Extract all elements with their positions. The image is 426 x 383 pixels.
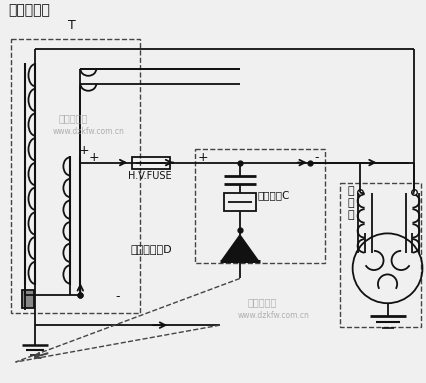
Text: -: - — [314, 151, 319, 164]
Bar — [224, 193, 255, 211]
Polygon shape — [222, 236, 257, 260]
Text: 高压二极管D: 高压二极管D — [130, 244, 171, 254]
Text: +: + — [198, 151, 208, 164]
Text: +: + — [78, 144, 89, 157]
Bar — [339, 183, 420, 327]
Text: 高压变压器: 高压变压器 — [9, 3, 50, 17]
Text: 电子开发网: 电子开发网 — [248, 297, 276, 307]
Text: 高压电容C: 高压电容C — [257, 190, 290, 200]
Bar — [132, 157, 170, 169]
Bar — [195, 149, 324, 263]
Bar — [23, 290, 35, 308]
Text: www.dzkfw.com.cn: www.dzkfw.com.cn — [237, 311, 309, 320]
Text: -: - — [115, 290, 119, 303]
Text: 磁
控
管: 磁 控 管 — [347, 186, 354, 221]
Bar — [11, 39, 140, 313]
Text: 电子开发网: 电子开发网 — [58, 113, 88, 123]
Text: www.dzkfw.com.cn: www.dzkfw.com.cn — [52, 127, 124, 136]
Text: H.V.FUSE: H.V.FUSE — [128, 170, 171, 180]
Text: T: T — [68, 19, 76, 32]
Text: +: + — [88, 151, 99, 164]
